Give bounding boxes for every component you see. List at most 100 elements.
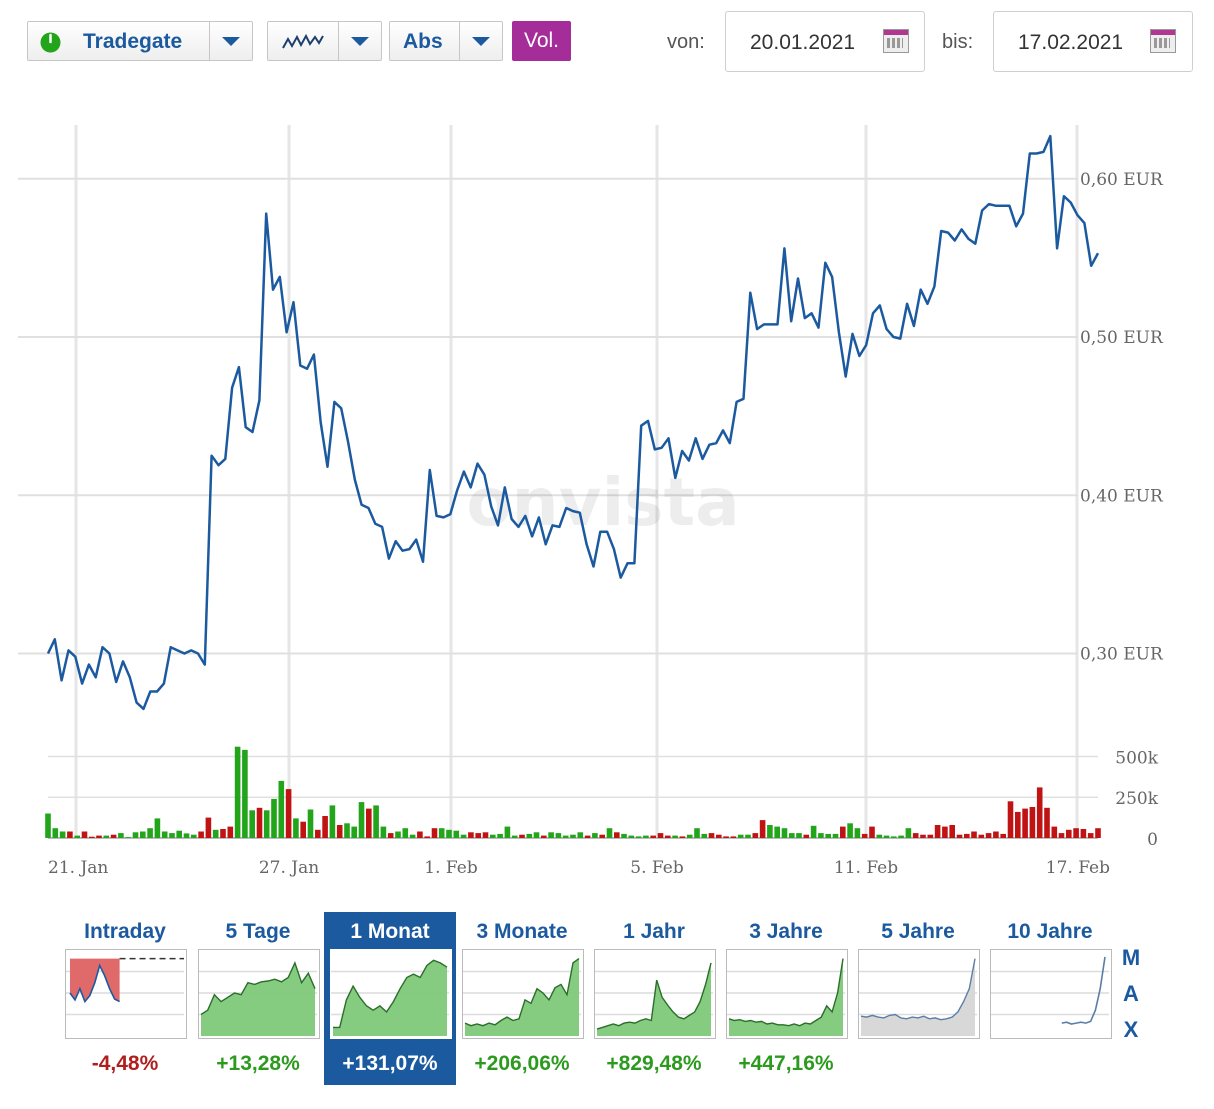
- exchange-chevron-down-icon[interactable]: [209, 22, 252, 60]
- period-tab[interactable]: 3 Monate +206,06%: [456, 912, 588, 1085]
- price-chart[interactable]: onvista 0,30 EUR 0,40 EUR 0,50 EUR 0,60 EUR…: [0, 0, 1214, 900]
- volume-bar: [344, 823, 350, 838]
- volume-bar: [322, 816, 328, 838]
- volume-bar: [810, 825, 817, 838]
- volume-bar: [840, 826, 846, 838]
- volume-bar: [701, 833, 708, 838]
- to-date-field[interactable]: 17.02.2021: [993, 11, 1193, 72]
- period-tab-label: 5 Jahre: [881, 920, 955, 943]
- volume-bar: [1051, 826, 1058, 838]
- volume-bar: [74, 835, 80, 838]
- volume-bar: [657, 833, 664, 838]
- from-label: von:: [667, 31, 705, 53]
- volume-bar: [774, 826, 780, 838]
- period-tab[interactable]: 10 Jahre: [984, 912, 1116, 1085]
- volume-bar: [781, 828, 788, 838]
- volume-toggle-button[interactable]: Vol.: [512, 21, 571, 61]
- volume-bar: [475, 833, 481, 838]
- volume-bar: [504, 826, 511, 838]
- exchange-dropdown[interactable]: Tradegate: [27, 21, 253, 61]
- volume-bar: [278, 780, 285, 838]
- volume-bar: [825, 833, 831, 838]
- volume-bar: [482, 832, 489, 838]
- x-tick-label: 21. Jan: [48, 858, 108, 878]
- volume-bar: [45, 813, 51, 838]
- volume-bar: [533, 832, 540, 838]
- volume-bar: [847, 823, 853, 838]
- volume-bar: [417, 831, 423, 838]
- period-sparkline: [726, 949, 848, 1039]
- watermark: onvista: [466, 464, 739, 541]
- volume-bar: [927, 834, 934, 838]
- volume-bar: [934, 825, 941, 838]
- volume-bar: [956, 834, 963, 838]
- period-tab[interactable]: 5 Tage +13,28%: [192, 912, 324, 1085]
- volume-bar: [883, 835, 890, 838]
- period-tab[interactable]: 1 Monat +131,07%: [324, 912, 456, 1085]
- volume-bar: [161, 831, 168, 838]
- volume-bar: [358, 802, 365, 838]
- to-label: bis:: [942, 31, 974, 53]
- volume-bar: [59, 831, 66, 838]
- volume-bar: [125, 837, 131, 838]
- volume-bars: [45, 746, 1101, 838]
- vertical-grid: [74, 125, 1079, 838]
- volume-bar: [1000, 833, 1006, 838]
- volume-bar: [169, 833, 175, 838]
- from-date-field[interactable]: 20.01.2021: [725, 11, 925, 72]
- volume-bar: [460, 834, 467, 838]
- volume-bar: [438, 828, 445, 838]
- volume-bar: [562, 835, 569, 838]
- volume-bar: [1022, 808, 1028, 838]
- max-letter-x[interactable]: X: [1123, 1017, 1139, 1042]
- scale-dropdown[interactable]: Abs: [389, 21, 503, 61]
- max-letter-m[interactable]: M: [1121, 945, 1141, 970]
- volume-bar: [227, 826, 234, 838]
- volume-bar: [665, 835, 671, 838]
- calendar-icon[interactable]: [883, 29, 909, 53]
- volume-bar: [905, 828, 912, 838]
- volume-bar: [716, 834, 722, 838]
- volume-bar: [1073, 828, 1079, 838]
- volume-bar: [803, 834, 810, 838]
- volume-bar: [541, 835, 547, 838]
- period-change-value: +13,28%: [216, 1052, 300, 1075]
- volume-bar: [234, 746, 241, 838]
- volume-bar: [147, 828, 153, 838]
- volume-bar: [67, 831, 73, 838]
- volume-bar: [373, 805, 379, 838]
- volume-bar: [300, 821, 306, 838]
- to-date-value: 17.02.2021: [1018, 31, 1124, 54]
- scale-label: Abs: [403, 30, 443, 53]
- period-change-value: +206,06%: [474, 1052, 570, 1075]
- max-letter-a[interactable]: A: [1123, 981, 1139, 1006]
- volume-bar: [511, 835, 518, 838]
- scale-chevron-down-icon[interactable]: [459, 22, 502, 60]
- calendar-icon[interactable]: [1150, 29, 1176, 53]
- period-tab[interactable]: 5 Jahre: [852, 912, 984, 1085]
- volume-bar: [1080, 829, 1087, 838]
- volume-bar: [431, 828, 438, 838]
- volume-bar: [1087, 833, 1094, 838]
- volume-bar: [453, 830, 460, 838]
- volume-bar: [1036, 787, 1043, 838]
- volume-bar: [176, 830, 182, 838]
- x-axis-labels: 21. Jan 27. Jan 1. Feb 5. Feb 11. Feb 17. Feb: [48, 858, 1110, 878]
- period-tab[interactable]: 3 Jahre +447,16%: [720, 912, 852, 1085]
- chart-style-dropdown[interactable]: [267, 21, 382, 61]
- volume-bar: [993, 831, 999, 838]
- volume-bar: [307, 809, 314, 838]
- volume-bar: [89, 836, 95, 838]
- volume-bar: [942, 826, 948, 838]
- x-tick-label: 11. Feb: [834, 858, 898, 878]
- volume-bar: [366, 808, 372, 838]
- period-tab[interactable]: Intraday -4,48%: [59, 912, 191, 1085]
- volume-bar: [293, 818, 299, 838]
- volume-bar: [1044, 807, 1050, 838]
- period-change-value: +131,07%: [342, 1052, 438, 1075]
- volume-bar: [402, 828, 409, 838]
- period-tab[interactable]: 1 Jahr +829,48%: [588, 912, 720, 1085]
- volume-bar: [256, 807, 263, 838]
- volume-bar: [96, 835, 102, 838]
- chart-style-chevron-down-icon[interactable]: [338, 22, 381, 60]
